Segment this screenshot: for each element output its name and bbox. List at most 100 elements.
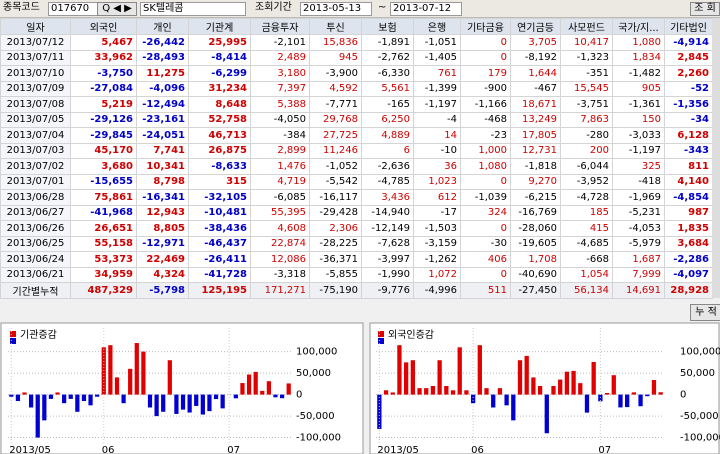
table-cell: -36,371 <box>309 251 362 268</box>
table-cell: -7,771 <box>309 96 362 113</box>
bar <box>497 388 503 395</box>
table-cell: -24,051 <box>136 127 189 144</box>
bar <box>531 377 536 395</box>
table-cell: 55,395 <box>250 204 310 221</box>
bar <box>410 360 415 395</box>
table-cell: 12,943 <box>136 204 189 221</box>
table-cell: 12,086 <box>250 251 310 268</box>
bar <box>584 394 590 413</box>
table-cell: 1,054 <box>560 266 613 283</box>
bar <box>464 390 469 395</box>
table-cell: -2,636 <box>361 158 414 175</box>
y-tick-label: 100,000 <box>296 347 337 358</box>
bar <box>631 392 637 395</box>
bar <box>187 394 192 413</box>
bar <box>377 394 382 429</box>
bar <box>42 394 47 421</box>
bar <box>213 394 219 400</box>
bar <box>618 394 623 408</box>
column-header: 국가/지... <box>612 18 665 35</box>
table-cell: -1,361 <box>612 96 665 113</box>
table-cell: -75,190 <box>309 282 362 299</box>
bar <box>88 394 93 406</box>
bar <box>108 345 113 395</box>
table-row: 2013/07/03 45,170 7,741 26,875 2,899 11,246 6-… <box>0 142 713 159</box>
table-cell: 1,644 <box>510 65 561 82</box>
table-cell: 171,271 <box>250 282 310 299</box>
table-cell: -27,084 <box>70 80 137 97</box>
bar <box>564 371 570 395</box>
table-cell: 2013/06/26 <box>0 220 71 237</box>
table-cell: 612 <box>413 189 461 206</box>
table-cell: 6,250 <box>361 111 414 128</box>
bar <box>491 394 496 408</box>
legend-swatch <box>10 338 16 344</box>
table-cell: 987 <box>664 204 713 221</box>
table-cell: -2,101 <box>250 34 310 51</box>
table-cell: -28,060 <box>510 220 561 237</box>
table-cell: -16,769 <box>510 204 561 221</box>
table-cell: 3,684 <box>664 235 713 252</box>
table-cell: 2,260 <box>664 65 713 82</box>
to-date[interactable]: 2013-07-12 <box>390 2 462 16</box>
table-cell: -3,997 <box>361 251 414 268</box>
table-cell: 2013/07/05 <box>0 111 71 128</box>
bar <box>266 381 271 395</box>
table-cell: -19,605 <box>510 235 561 252</box>
table-cell: 5,388 <box>250 96 310 113</box>
table-cell: 26,651 <box>70 220 137 237</box>
table-cell: -343 <box>664 142 713 159</box>
y-tick-label: -50,000 <box>296 411 335 422</box>
bar <box>253 371 258 395</box>
table-cell: -26,411 <box>188 251 251 268</box>
table-cell: 31,234 <box>188 80 251 97</box>
table-cell: -38,436 <box>188 220 251 237</box>
legend-swatch <box>10 331 16 337</box>
query-button[interactable]: 조 회 <box>690 2 720 16</box>
bar <box>504 394 509 406</box>
legend-swatch <box>378 331 384 337</box>
bar <box>430 386 436 395</box>
cumulative-button[interactable]: 누 적 <box>690 304 720 321</box>
table-cell: 3,680 <box>70 158 137 175</box>
table-cell: -5,542 <box>309 173 362 190</box>
nav-buttons[interactable]: Q ◀ ▶ <box>97 2 137 16</box>
table-cell: 5,561 <box>361 80 414 97</box>
table-cell: 3,436 <box>361 189 414 206</box>
bar <box>95 394 100 397</box>
y-tick-label: -50,000 <box>680 411 719 422</box>
table-cell: 52,758 <box>188 111 251 128</box>
table-cell: -5,231 <box>612 204 665 221</box>
table-cell: 179 <box>460 65 511 82</box>
table-cell: -1,891 <box>361 34 414 51</box>
table-cell: -1,503 <box>413 220 461 237</box>
table-cell: -3,900 <box>309 65 362 82</box>
table-cell: -41,968 <box>70 204 137 221</box>
table-cell: 761 <box>413 65 461 82</box>
bar <box>141 351 146 395</box>
table-cell: 3,705 <box>510 34 561 51</box>
column-header: 연기금등 <box>510 18 561 35</box>
table-cell: -4,685 <box>560 235 613 252</box>
table-row: 2013/07/08 5,219 -12,494 8,648 5,388 -7,771 -1… <box>0 96 713 113</box>
stock-name: SK텔레콤 <box>140 2 246 16</box>
table-cell: -30 <box>460 235 511 252</box>
from-date[interactable]: 2013-05-13 <box>300 2 372 16</box>
bar <box>154 394 159 417</box>
table-cell: -3,318 <box>250 266 310 283</box>
bar <box>233 394 238 399</box>
bar <box>15 394 21 402</box>
code-input[interactable]: 017670 <box>48 2 98 16</box>
column-header: 기타법인 <box>664 18 713 35</box>
code-label: 종목코드 <box>3 2 40 13</box>
table-cell: 511 <box>460 282 511 299</box>
x-tick-label: 06 <box>102 445 115 454</box>
table-cell: -9,776 <box>361 282 414 299</box>
table-cell: -468 <box>460 111 511 128</box>
table-cell: -6,085 <box>250 189 310 206</box>
bar <box>658 392 663 395</box>
table-cell: -1,197 <box>612 142 665 159</box>
table-cell: -3,159 <box>413 235 461 252</box>
bar <box>180 394 186 410</box>
scrollbar[interactable] <box>712 18 720 298</box>
